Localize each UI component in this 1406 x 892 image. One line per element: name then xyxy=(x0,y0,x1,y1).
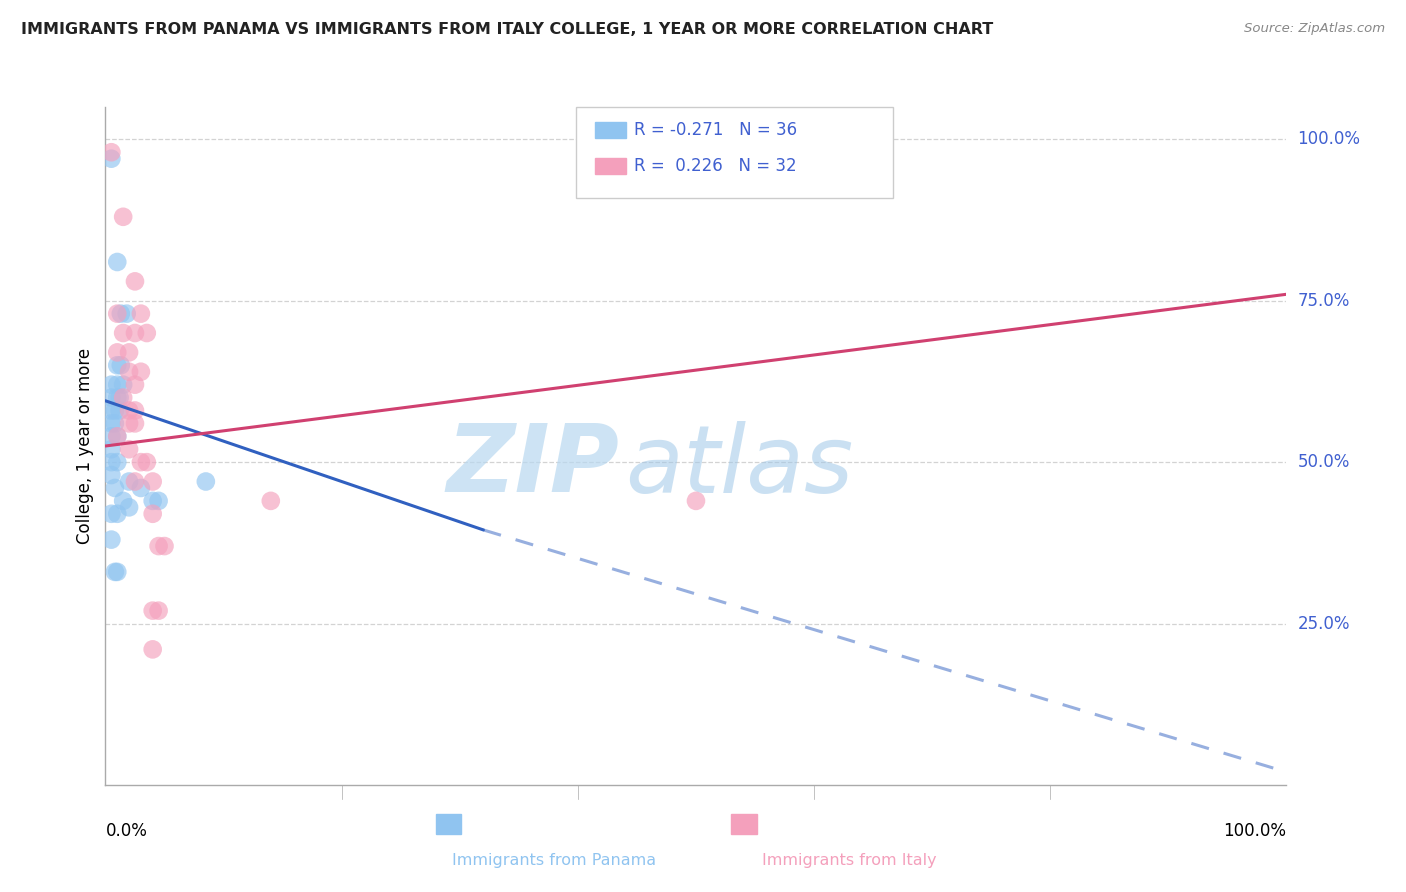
Point xyxy=(129,307,152,321)
Point xyxy=(118,365,141,379)
Point xyxy=(100,403,122,417)
Point xyxy=(104,481,127,495)
Point xyxy=(124,377,146,392)
Point xyxy=(115,307,138,321)
Point xyxy=(100,152,122,166)
Point xyxy=(194,475,217,489)
Text: atlas: atlas xyxy=(626,421,853,512)
Point xyxy=(118,417,141,431)
Point xyxy=(142,475,165,489)
Text: IMMIGRANTS FROM PANAMA VS IMMIGRANTS FROM ITALY COLLEGE, 1 YEAR OR MORE CORRELAT: IMMIGRANTS FROM PANAMA VS IMMIGRANTS FRO… xyxy=(21,22,994,37)
Point xyxy=(153,539,176,553)
Point xyxy=(100,442,122,457)
Point xyxy=(105,345,128,359)
Point xyxy=(108,403,131,417)
Point xyxy=(110,307,132,321)
Point xyxy=(129,481,152,495)
Text: R = -0.271   N = 36: R = -0.271 N = 36 xyxy=(634,121,797,139)
Point xyxy=(112,377,135,392)
Point xyxy=(104,403,127,417)
Point xyxy=(105,455,128,469)
Text: 100.0%: 100.0% xyxy=(1298,130,1361,148)
Point xyxy=(685,494,707,508)
Point xyxy=(124,475,146,489)
Point xyxy=(105,307,128,321)
Point xyxy=(124,403,146,417)
Point xyxy=(100,391,122,405)
Point xyxy=(260,494,283,508)
Point xyxy=(100,533,122,547)
Point xyxy=(118,442,141,457)
Text: Source: ZipAtlas.com: Source: ZipAtlas.com xyxy=(1244,22,1385,36)
Point xyxy=(104,565,127,579)
Point xyxy=(100,455,122,469)
Point xyxy=(118,403,141,417)
Point xyxy=(142,642,165,657)
Point xyxy=(148,539,170,553)
Text: R =  0.226   N = 32: R = 0.226 N = 32 xyxy=(634,157,797,175)
Point xyxy=(118,500,141,515)
Point xyxy=(129,365,152,379)
Point xyxy=(112,326,135,340)
Point xyxy=(112,494,135,508)
Point xyxy=(108,391,131,405)
Point xyxy=(135,455,157,469)
Text: Immigrants from Italy: Immigrants from Italy xyxy=(762,853,936,868)
Point xyxy=(100,377,122,392)
Text: 50.0%: 50.0% xyxy=(1298,453,1350,471)
Text: 25.0%: 25.0% xyxy=(1298,615,1350,632)
Point xyxy=(118,475,141,489)
Point xyxy=(110,359,132,373)
Point xyxy=(104,417,127,431)
Text: ZIP: ZIP xyxy=(446,420,619,512)
Point xyxy=(105,377,128,392)
Point xyxy=(124,274,146,288)
Point xyxy=(105,429,128,443)
Point xyxy=(100,145,122,160)
Point xyxy=(118,345,141,359)
Point xyxy=(142,494,165,508)
Text: Immigrants from Panama: Immigrants from Panama xyxy=(453,853,657,868)
Point xyxy=(124,417,146,431)
Text: 0.0%: 0.0% xyxy=(105,822,148,840)
Point xyxy=(100,417,122,431)
Point xyxy=(105,565,128,579)
Point xyxy=(105,359,128,373)
Point xyxy=(100,468,122,483)
Point xyxy=(142,507,165,521)
Point xyxy=(142,604,165,618)
Point xyxy=(129,455,152,469)
Point xyxy=(105,255,128,269)
Point xyxy=(124,326,146,340)
Point xyxy=(105,391,128,405)
Point xyxy=(112,391,135,405)
Text: 100.0%: 100.0% xyxy=(1223,822,1286,840)
Point xyxy=(148,604,170,618)
Point xyxy=(100,429,122,443)
Y-axis label: College, 1 year or more: College, 1 year or more xyxy=(76,348,94,544)
Point xyxy=(112,210,135,224)
Point xyxy=(105,507,128,521)
Text: 75.0%: 75.0% xyxy=(1298,292,1350,310)
Point xyxy=(135,326,157,340)
Point xyxy=(148,494,170,508)
Point xyxy=(105,429,128,443)
Point xyxy=(100,507,122,521)
